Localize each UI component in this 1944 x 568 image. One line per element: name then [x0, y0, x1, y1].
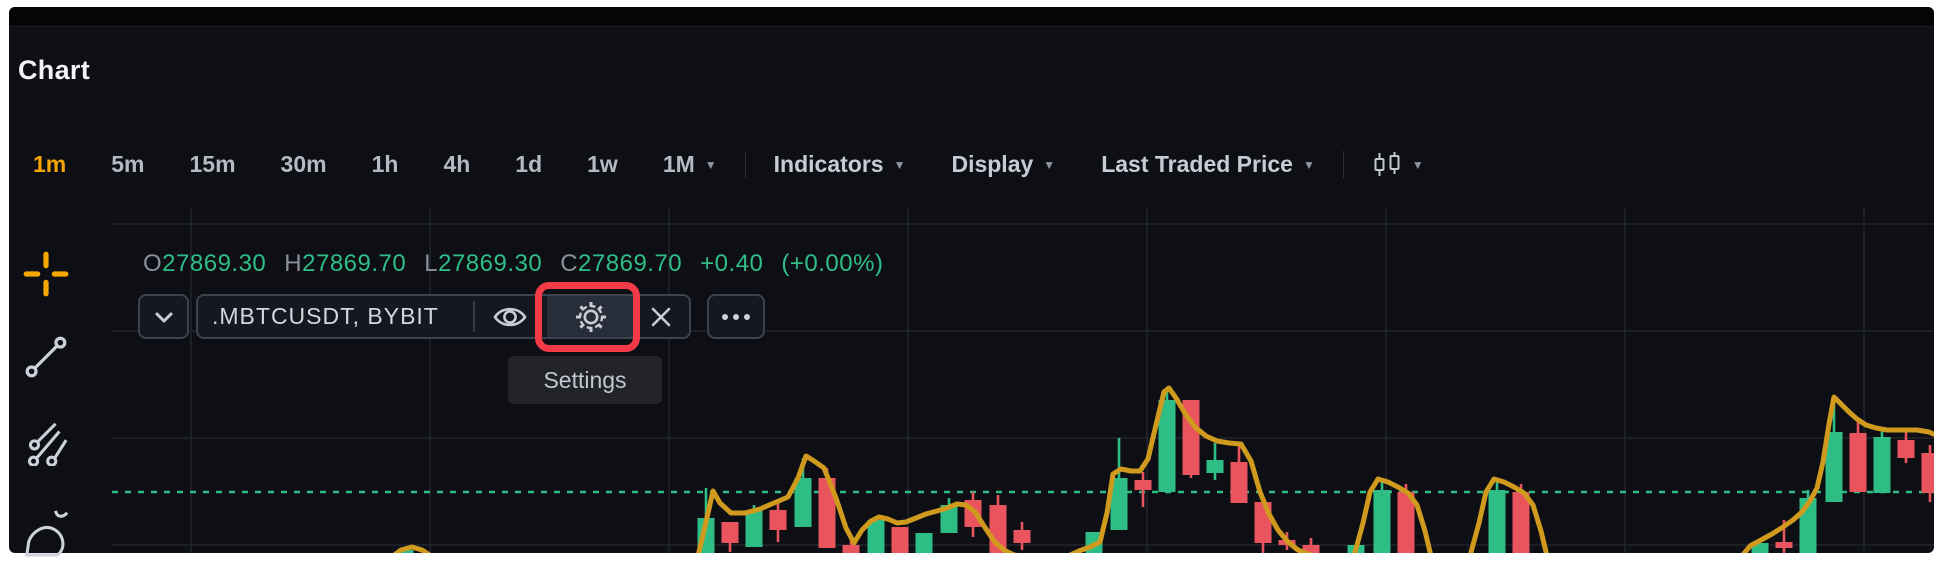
legend-collapse-button[interactable] — [138, 294, 189, 339]
tool-arc[interactable] — [21, 503, 71, 559]
chevron-down-icon: ▼ — [704, 158, 717, 172]
chevron-down-icon: ▼ — [893, 158, 906, 172]
settings-button[interactable] — [547, 296, 634, 337]
chart-toolbar: 1m 5m 15m 30m 1h 4h 1d 1w 1M ▼ Indicators ▼ Displ… — [33, 148, 1424, 180]
timeframe-1w[interactable]: 1w — [587, 150, 618, 177]
menu-last-traded-price[interactable]: Last Traded Price ▼ — [1101, 151, 1315, 178]
tool-pitchfork[interactable] — [21, 418, 71, 468]
menu-indicators[interactable]: Indicators ▼ — [774, 151, 906, 178]
timeframe-1d[interactable]: 1d — [515, 150, 543, 177]
chevron-down-icon: ▼ — [1411, 158, 1424, 172]
remove-button[interactable] — [639, 296, 683, 337]
page-title: Chart — [18, 55, 91, 85]
menu-list: Indicators ▼ Display ▼ Last Traded Price ▼ — [774, 151, 1315, 178]
timeframe-1h[interactable]: 1h — [371, 150, 399, 177]
eye-icon — [493, 307, 527, 326]
menu-label: Indicators — [773, 150, 884, 177]
timeframe-list: 1m 5m 15m 30m 1h 4h 1d 1w — [33, 151, 618, 178]
pitchfork-icon — [27, 422, 68, 466]
chart-style-dropdown[interactable]: ▼ — [1372, 151, 1424, 178]
menu-label: Last Traded Price — [1101, 150, 1293, 177]
ohlc-values: O27869.30 H27869.70 L27869.30 C27869.70 — [143, 250, 682, 278]
chevron-down-icon: ▼ — [1043, 158, 1056, 172]
arc-icon — [25, 510, 69, 557]
gear-icon — [575, 301, 606, 332]
more-dots-icon — [722, 313, 728, 320]
toolbar-divider — [744, 150, 746, 178]
close-icon — [651, 307, 671, 326]
candles-icon — [1374, 151, 1400, 176]
chevron-down-icon — [155, 312, 172, 322]
settings-tooltip: Settings — [508, 356, 662, 404]
legend-more-button[interactable] — [707, 294, 765, 339]
menu-display[interactable]: Display ▼ — [951, 151, 1055, 178]
more-dots-icon — [744, 313, 750, 320]
timeframe-30m[interactable]: 30m — [280, 150, 327, 177]
ohlc-H: H27869.70 — [284, 250, 407, 277]
ohlc-readout: O27869.30 H27869.70 L27869.30 C27869.70 +0.… — [143, 250, 883, 278]
crosshair-icon — [23, 251, 69, 297]
timeframe-4h[interactable]: 4h — [443, 150, 471, 177]
candlestick-chart[interactable] — [9, 7, 1934, 553]
ohlc-C: C27869.70 — [560, 250, 683, 277]
more-dots-icon — [733, 313, 739, 320]
menu-label: Display — [951, 150, 1034, 177]
toolbar-divider — [1342, 150, 1344, 178]
legend-divider — [539, 301, 541, 332]
legend-divider — [473, 301, 475, 332]
symbol-legend: .MBTCUSDT, BYBIT — [196, 294, 691, 339]
tool-trend-line[interactable] — [21, 332, 71, 382]
window-top-strip — [9, 7, 1934, 27]
symbol-name[interactable]: .MBTCUSDT, BYBIT — [212, 303, 439, 329]
trend-line-icon — [25, 336, 67, 378]
ohlc-L: L27869.30 — [424, 250, 543, 277]
timeframe-1m[interactable]: 1m — [33, 150, 67, 177]
eye-button[interactable] — [482, 296, 538, 337]
price-change: +0.40 — [700, 250, 764, 277]
chevron-down-icon: ▼ — [1302, 158, 1315, 172]
timeframe-15m[interactable]: 15m — [189, 150, 236, 177]
ohlc-O: O27869.30 — [143, 250, 267, 277]
timeframe-dropdown[interactable]: 1M ▼ — [663, 151, 717, 178]
tool-crosshair[interactable] — [21, 249, 71, 299]
timeframe-dropdown-label: 1M — [662, 150, 695, 177]
chart-panel-background — [9, 7, 1934, 553]
timeframe-5m[interactable]: 5m — [111, 150, 145, 177]
price-change-percent: (+0.00%) — [781, 250, 884, 277]
